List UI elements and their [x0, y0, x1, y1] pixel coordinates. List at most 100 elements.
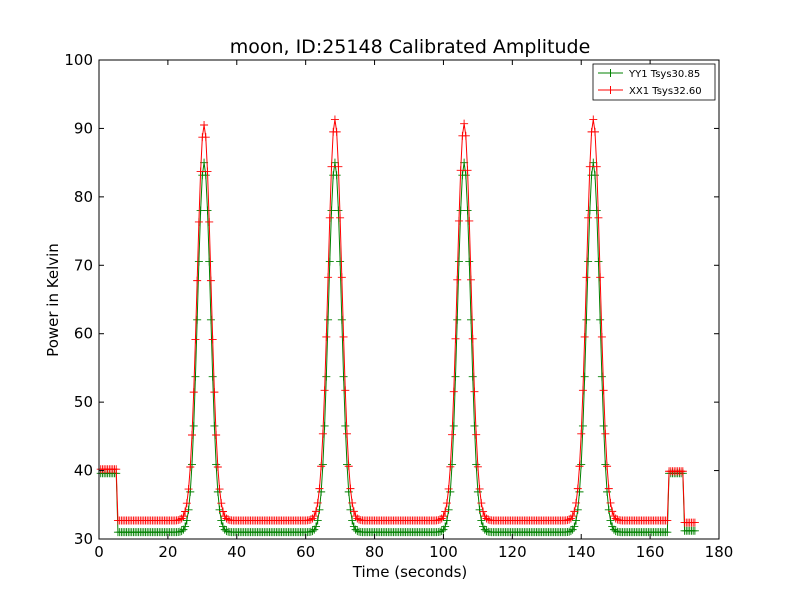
data-point	[582, 273, 591, 282]
x-tick-label: 140	[567, 543, 596, 561]
y-tick-label: 80	[74, 188, 93, 206]
data-point	[468, 372, 477, 381]
data-point	[690, 526, 699, 535]
x-tick-label: 60	[296, 543, 315, 561]
data-point	[334, 162, 343, 171]
data-point	[336, 257, 345, 266]
data-point	[312, 507, 320, 516]
data-point	[439, 512, 448, 521]
x-tick-label: 180	[705, 543, 734, 561]
data-point	[175, 527, 184, 536]
data-point	[597, 372, 606, 381]
data-point	[456, 166, 465, 175]
data-point	[322, 332, 331, 341]
data-point	[189, 421, 198, 430]
series-xx1	[96, 115, 699, 527]
data-point	[577, 460, 586, 469]
data-point	[582, 315, 591, 324]
data-point	[482, 514, 491, 523]
data-point	[434, 516, 443, 525]
data-point	[467, 275, 475, 284]
data-point	[575, 462, 584, 471]
data-point	[592, 206, 601, 215]
y-axis: 30 40 50 60 70 80 90 100	[64, 51, 719, 548]
data-point	[193, 276, 202, 285]
data-point	[451, 334, 460, 343]
data-point	[196, 206, 205, 215]
data-point	[339, 372, 348, 381]
data-point	[608, 507, 617, 516]
data-point	[355, 515, 364, 524]
data-point	[611, 527, 620, 536]
data-point	[188, 430, 196, 439]
data-point	[453, 275, 462, 284]
x-axis-label: Time (seconds)	[352, 563, 468, 581]
legend-marker-xx1	[606, 86, 615, 94]
data-point	[479, 507, 488, 516]
data-point	[604, 484, 613, 493]
data-point	[601, 429, 610, 438]
data-point	[343, 429, 351, 438]
data-point	[470, 421, 479, 430]
data-point	[210, 388, 219, 397]
series-yy1	[96, 158, 699, 537]
data-point	[663, 528, 672, 537]
data-point	[606, 516, 615, 525]
data-point	[327, 206, 336, 215]
data-point	[436, 515, 444, 524]
data-point	[330, 158, 339, 167]
data-point	[463, 166, 472, 175]
data-point	[449, 421, 458, 430]
data-point	[215, 485, 224, 494]
data-point	[453, 315, 462, 324]
data-point	[597, 332, 606, 341]
data-point	[206, 315, 215, 324]
data-point	[570, 522, 579, 531]
data-point	[442, 499, 451, 508]
data-point	[324, 273, 333, 282]
data-point	[565, 515, 574, 524]
data-point	[477, 516, 486, 525]
data-point	[353, 527, 362, 536]
data-point	[337, 315, 346, 324]
x-tick-label: 20	[158, 543, 177, 561]
x-tick-label: 40	[227, 543, 246, 561]
data-point	[336, 213, 345, 222]
data-point	[573, 484, 582, 493]
data-point	[473, 462, 482, 471]
data-point	[585, 206, 594, 215]
data-point	[332, 171, 341, 180]
y-tick-label: 50	[74, 393, 93, 411]
data-point	[578, 421, 587, 430]
data-point	[196, 167, 205, 176]
data-point	[318, 429, 327, 438]
data-point	[468, 334, 477, 343]
data-point	[174, 516, 183, 525]
data-point	[200, 121, 209, 130]
data-point	[332, 127, 341, 136]
data-point	[317, 462, 326, 471]
data-point	[444, 484, 453, 493]
data-point	[203, 167, 212, 176]
data-point	[344, 462, 353, 471]
data-point	[446, 462, 455, 471]
data-point	[603, 487, 612, 496]
data-point	[465, 257, 474, 266]
data-point	[591, 171, 599, 180]
data-point	[189, 388, 198, 397]
data-point	[482, 527, 491, 536]
data-point	[222, 527, 231, 536]
data-point	[194, 257, 203, 266]
data-point	[463, 206, 472, 215]
data-point	[436, 527, 444, 536]
data-point	[484, 515, 493, 524]
data-point	[182, 516, 191, 525]
data-point	[348, 516, 357, 525]
data-point	[442, 516, 451, 525]
data-point	[208, 335, 217, 344]
data-point	[322, 372, 331, 381]
y-tick-label: 90	[74, 119, 93, 137]
data-point	[201, 171, 210, 180]
data-point	[448, 430, 457, 439]
legend-entry-yy1: YY1 Tsys30.85	[598, 69, 700, 80]
